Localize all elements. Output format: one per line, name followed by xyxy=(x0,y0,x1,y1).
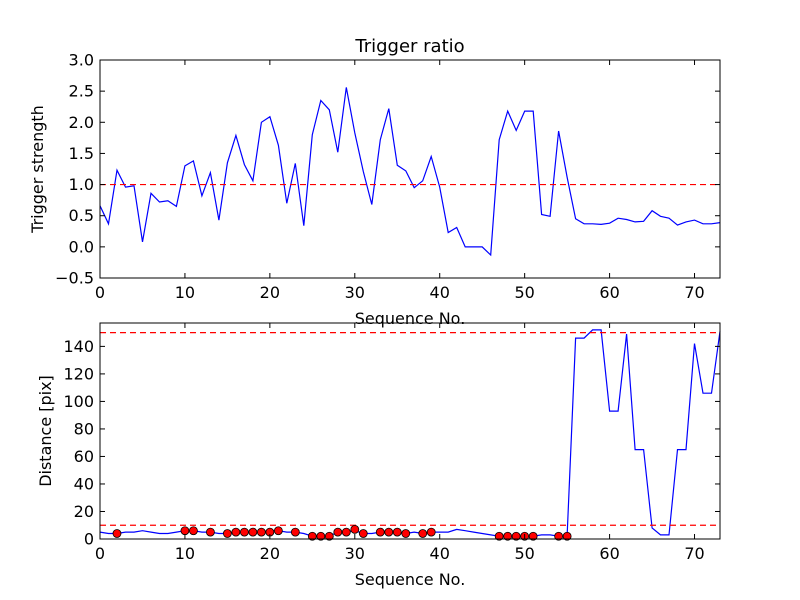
bottom-data-marker xyxy=(554,531,564,541)
bottom-data-marker xyxy=(384,527,394,537)
bottom-data-marker xyxy=(528,531,538,541)
bottom-y-tick-label: 80 xyxy=(74,419,94,438)
bottom-data-marker xyxy=(231,527,241,537)
bottom-x-axis: 0 10 20 30 40 50 60 70 xyxy=(95,323,705,563)
bottom-data-marker xyxy=(324,531,334,541)
top-series-line xyxy=(99,87,721,257)
top-y-axis-label: Trigger strength xyxy=(28,105,47,234)
top-y-tick-label: 1.5 xyxy=(69,144,94,163)
bottom-data-marker xyxy=(307,531,317,541)
bottom-data-marker xyxy=(222,529,232,538)
top-y-tick-label: −0.5 xyxy=(55,269,94,288)
top-x-tick-label: 60 xyxy=(599,283,619,302)
bottom-y-tick-label: 60 xyxy=(74,447,94,466)
bottom-data-marker xyxy=(511,531,521,541)
top-x-tick-label: 30 xyxy=(345,283,365,302)
bottom-data-marker xyxy=(273,526,283,536)
bottom-data-marker xyxy=(248,527,258,537)
bottom-x-axis-label: Sequence No. xyxy=(355,570,466,589)
bottom-x-tick-label: 20 xyxy=(260,544,280,563)
top-y-tick-label: 0.0 xyxy=(69,237,94,256)
bottom-data-marker xyxy=(375,527,385,537)
bottom-data-marker xyxy=(503,531,513,541)
top-x-axis-label: Sequence No. xyxy=(355,309,466,328)
bottom-y-tick-label: 40 xyxy=(74,474,94,493)
bottom-y-tick-label: 140 xyxy=(63,337,94,356)
bottom-plot-area xyxy=(99,329,721,541)
top-plot-frame xyxy=(99,59,721,279)
top-y-tick-label: 3.0 xyxy=(69,51,94,70)
top-x-tick-label: 50 xyxy=(514,283,534,302)
bottom-x-tick-label: 50 xyxy=(514,544,534,563)
bottom-data-marker xyxy=(562,531,572,541)
top-x-tick-label: 40 xyxy=(430,283,450,302)
bottom-x-tick-label: 40 xyxy=(430,544,450,563)
bottom-data-marker xyxy=(341,527,351,537)
top-y-tick-label: 2.0 xyxy=(69,113,94,132)
bottom-data-marker xyxy=(206,527,215,537)
bottom-data-marker xyxy=(418,529,428,538)
top-y-tick-label: 2.5 xyxy=(69,82,94,101)
bottom-x-tick-label: 70 xyxy=(684,544,704,563)
bottom-data-marker xyxy=(401,529,411,538)
bottom-x-tick-label: 60 xyxy=(599,544,619,563)
top-x-axis: 0 10 20 30 40 50 60 70 xyxy=(95,60,705,302)
top-y-tick-label: 1.0 xyxy=(69,175,94,194)
bottom-y-tick-label: 0 xyxy=(84,530,94,549)
bottom-data-marker xyxy=(350,524,360,534)
top-y-axis: −0.5 0.0 0.5 1.0 1.5 2.0 2.5 3.0 xyxy=(55,51,720,288)
bottom-y-tick-label: 20 xyxy=(74,502,94,521)
top-x-tick-label: 20 xyxy=(260,283,280,302)
top-x-tick-label: 10 xyxy=(175,283,195,302)
top-x-tick-label: 0 xyxy=(95,283,105,302)
bottom-y-axis-label: Distance [pix] xyxy=(36,375,55,487)
bottom-chart: 0 10 20 30 40 50 60 70 0 20 40 60 80 100 120 140 Seque… xyxy=(36,322,721,589)
bottom-data-marker xyxy=(426,527,436,537)
top-x-tick-label: 70 xyxy=(684,283,704,302)
bottom-data-marker xyxy=(494,531,504,541)
bottom-y-tick-label: 100 xyxy=(63,392,94,411)
bottom-x-tick-label: 30 xyxy=(345,544,365,563)
bottom-data-marker xyxy=(316,531,326,541)
bottom-y-axis: 0 20 40 60 80 100 120 140 xyxy=(63,337,720,549)
top-chart: Trigger ratio 0 10 20 30 40 50 60 70 −0.5 0.0 0.5… xyxy=(28,36,721,328)
bottom-plot-frame xyxy=(99,322,721,540)
bottom-x-tick-label: 0 xyxy=(95,544,105,563)
bottom-data-marker xyxy=(239,527,249,537)
bottom-data-marker xyxy=(290,527,300,537)
bottom-series-line xyxy=(99,329,721,537)
bottom-data-marker xyxy=(180,526,190,536)
bottom-data-marker xyxy=(333,527,343,537)
bottom-y-tick-label: 120 xyxy=(63,364,94,383)
bottom-data-marker xyxy=(392,527,402,537)
bottom-data-marker xyxy=(112,529,122,538)
bottom-data-marker xyxy=(358,529,368,538)
top-y-tick-label: 0.5 xyxy=(69,206,94,225)
bottom-data-marker xyxy=(189,526,198,536)
top-chart-title: Trigger ratio xyxy=(354,36,464,57)
bottom-data-marker xyxy=(256,527,266,537)
top-plot-area xyxy=(99,87,721,257)
bottom-x-tick-label: 10 xyxy=(175,544,195,563)
